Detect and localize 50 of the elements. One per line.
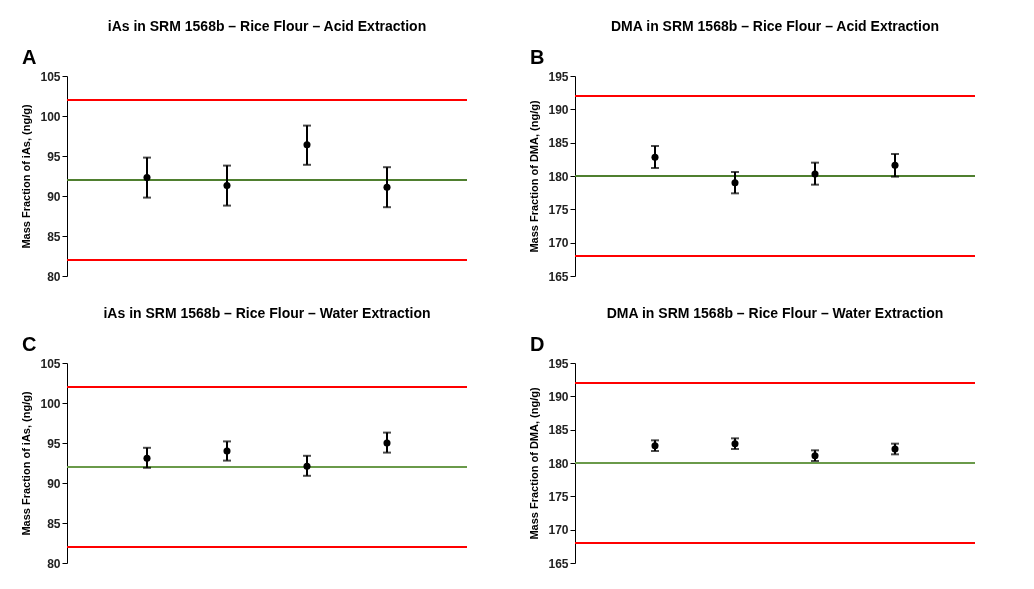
y-tick-label: 90 — [47, 189, 61, 204]
y-tick-label: 165 — [548, 269, 569, 284]
y-tick-label: 190 — [548, 102, 569, 117]
y-tick-label: 185 — [548, 136, 569, 151]
chart-title: DMA in SRM 1568b – Rice Flour – Acid Extraction — [610, 18, 940, 34]
point — [143, 174, 151, 182]
text: D — [530, 333, 545, 355]
y-tick-label: 180 — [548, 456, 569, 471]
y-tick-label: 165 — [548, 556, 569, 571]
point — [143, 454, 151, 462]
y-tick-label: 85 — [47, 229, 61, 244]
y-axis-title: Mass Fraction of DMA, (ng/g) — [528, 100, 541, 253]
point — [223, 182, 231, 190]
y-axis-title: Mass Fraction of DMA, (ng/g) — [528, 387, 541, 540]
y-tick-label: 170 — [548, 236, 569, 251]
y-tick-label: 185 — [548, 423, 569, 438]
y-tick-label: 175 — [548, 489, 569, 504]
y-tick-label: 195 — [548, 356, 569, 371]
y-tick-label: 175 — [548, 202, 569, 217]
y-tick-label: 190 — [548, 389, 569, 404]
y-tick-label: 105 — [40, 356, 61, 371]
point — [223, 447, 231, 455]
point — [811, 170, 819, 178]
y-tick-label: 105 — [40, 69, 61, 84]
chart-title: DMA in SRM 1568b – Rice Flour – Water Extraction — [606, 305, 944, 321]
point — [303, 462, 311, 470]
y-axis-title: Mass Fraction of iAs, (ng/g) — [20, 104, 33, 249]
y-axis-title: Mass Fraction of iAs, (ng/g) — [20, 391, 33, 536]
y-tick-label: 95 — [47, 149, 61, 164]
point — [303, 141, 311, 149]
y-tick-label: 80 — [47, 269, 61, 284]
y-tick-label: 195 — [548, 69, 569, 84]
point — [383, 439, 391, 447]
y-tick-label: 95 — [47, 436, 61, 451]
y-tick-label: 100 — [40, 109, 61, 124]
text: A — [22, 46, 37, 68]
chart-title: iAs in SRM 1568b – Rice Flour – Acid Extraction — [107, 18, 427, 34]
point — [731, 179, 739, 187]
y-tick-label: 180 — [548, 169, 569, 184]
chart-title: iAs in SRM 1568b – Rice Flour – Water Extraction — [103, 305, 431, 321]
y-tick-label: 80 — [47, 556, 61, 571]
point — [651, 153, 659, 161]
point — [383, 183, 391, 191]
y-tick-label: 100 — [40, 396, 61, 411]
y-tick-label: 170 — [548, 523, 569, 538]
y-tick-label: 90 — [47, 476, 61, 491]
text: B — [530, 46, 545, 68]
text: C — [22, 333, 37, 355]
y-tick-label: 85 — [47, 516, 61, 531]
point — [891, 161, 899, 169]
